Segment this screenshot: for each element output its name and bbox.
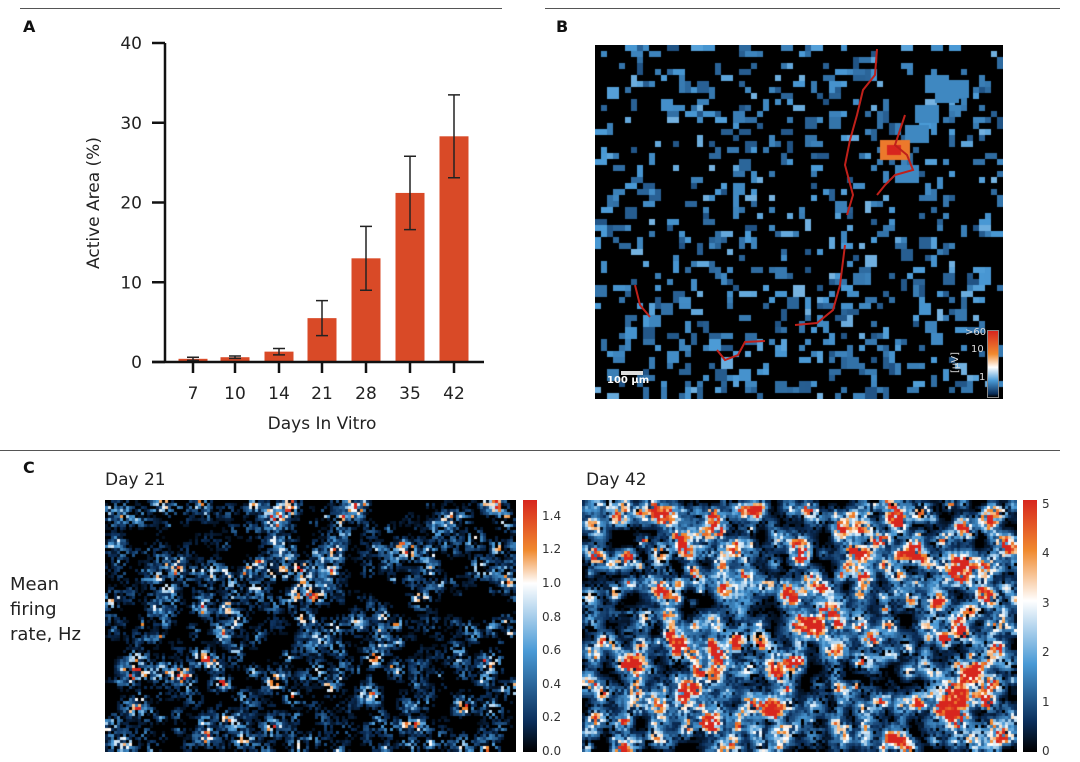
colorbar-tick-label: 1 [1042,694,1050,709]
y-axis-label: Active Area (%) [84,137,104,269]
firing-rate-heatmap-day42 [582,500,1017,752]
error-bar [404,155,416,231]
colorbar-tick: 10 [971,344,984,355]
x-tick-label: 7 [188,384,199,404]
heatmap-title-day42: Day 42 [586,470,647,490]
colorbar-tick-label: 5 [1042,496,1050,511]
colorbar-tick-label: 1.0 [542,576,562,590]
y-tick-label: 10 [120,273,142,293]
error-bar [229,355,241,360]
axon-trace [843,48,878,216]
firing-rate-heatmap-day21 [105,500,516,752]
row-label-c: Mean firing rate, Hz [10,572,81,647]
voltage-map: 100 µm >60 10 1 [µV] [595,45,1003,399]
divider-middle [0,450,1060,451]
colorbar-day21 [523,500,537,752]
colorbar-tick-label: 0.8 [542,609,562,624]
scale-bar [621,371,643,375]
colorbar-tick-label: 0 [1042,744,1050,758]
colorbar-tick-label: 3 [1042,595,1050,610]
divider-top-left [20,8,502,9]
row-label-line: rate, Hz [10,624,81,645]
error-bar [448,94,460,179]
x-tick-label: 28 [355,384,377,404]
x-tick-label: 42 [443,384,465,404]
error-bar [316,299,328,337]
colorbar-day42 [1023,500,1037,752]
error-bar [187,356,199,362]
bar-chart: 0 10 20 30 40 7 10 14 21 28 35 42 Days In Vitro Ac… [84,34,484,434]
colorbar-label: [µV] [950,351,962,374]
colorbar-tick-label: 1.2 [542,542,562,557]
y-tick-label: 0 [131,353,142,373]
heatmap-title-day21: Day 21 [105,470,166,490]
colorbar-tick: >60 [965,327,987,338]
x-tick-label: 21 [311,384,333,404]
colorbar-tick-label: 0.4 [542,676,562,691]
axon-trace [716,340,766,362]
axon-trace [876,114,915,196]
y-tick-label: 30 [120,114,142,134]
panel-label-a: A [23,17,36,36]
colorbar-tick-label: 2 [1042,645,1050,660]
x-axis-label: Days In Vitro [268,414,377,434]
x-tick-label: 14 [268,384,290,404]
axon-trace [794,244,846,326]
row-label-line: firing [10,599,57,620]
colorbar-tick: 1 [979,372,986,383]
colorbar-tick-label: 4 [1042,546,1050,561]
y-tick-label: 20 [120,194,142,214]
axon-traces [621,48,915,375]
error-bar [360,225,372,291]
y-tick-label: 40 [120,34,142,54]
panel-label-b: B [556,17,569,36]
error-bar [273,347,285,356]
colorbar-tick-label: 0.0 [542,744,562,758]
divider-top-right [545,8,1060,9]
x-tick-label: 35 [399,384,421,404]
colorbar-b [987,330,999,398]
row-label-line: Mean [10,574,60,595]
x-tick-label: 10 [224,384,246,404]
scale-bar-label: 100 µm [607,375,650,386]
colorbar-tick-label: 0.2 [542,710,562,725]
colorbar-tick-label: 0.6 [542,643,562,658]
bar [220,357,250,362]
axon-trace [634,284,651,318]
bar [264,351,294,362]
colorbar-tick-label: 1.4 [542,508,562,523]
voltage-heatmap [595,45,1003,399]
panel-label-c: C [23,458,35,477]
